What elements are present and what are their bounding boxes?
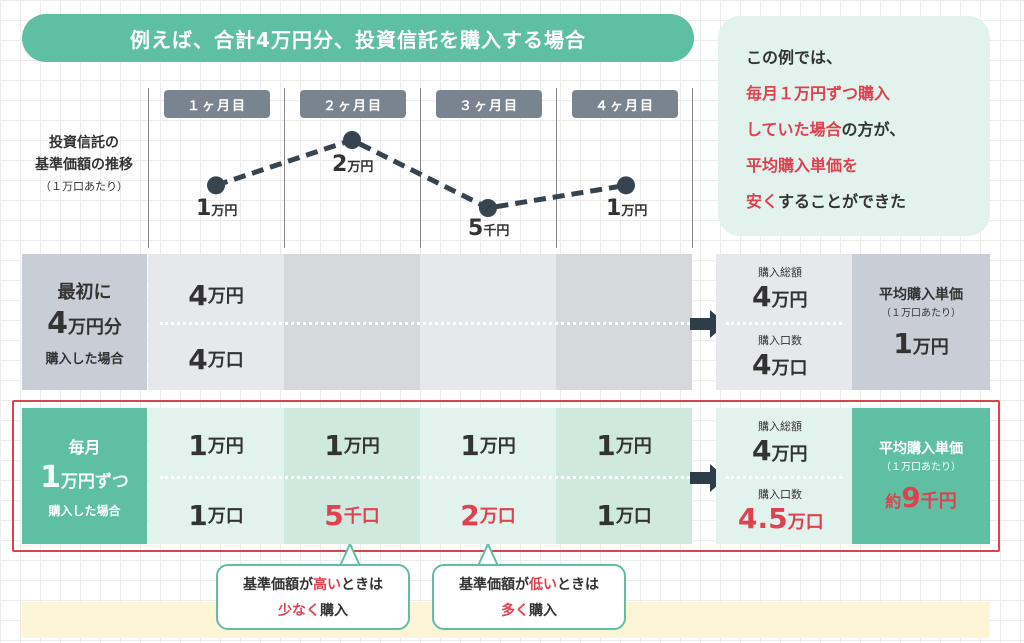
lump-sum-amount: 4 万円 — [188, 278, 244, 312]
month-label-2: ２ヶ月目 — [300, 90, 406, 118]
trend-label-line1: 投資信託の — [49, 135, 119, 151]
lump-sum-label: 最初に 4万円分 購入した場合 — [22, 254, 147, 390]
monthly-total-label: 購入総額 — [758, 420, 802, 433]
lump-sum-label-line3: 購入した場合 — [45, 351, 124, 367]
header-title: 例えば、合計4万円分、投資信託を購入する場合 — [22, 14, 694, 62]
monthly-label-unit: 万円ずつ — [60, 471, 129, 492]
callout-high: 基準価額が高いときは 少なく購入 — [216, 564, 410, 630]
row1-divider — [160, 322, 690, 325]
monthly-units-1: 1 万口 — [188, 498, 244, 532]
lump-sum-label-line1: 最初に — [57, 281, 112, 303]
monthly-label-line3: 購入した場合 — [48, 503, 121, 518]
month-label-1: １ヶ月目 — [164, 90, 270, 118]
monthly-total-value: 4万円 — [752, 434, 808, 467]
month-label-3: ３ヶ月目 — [436, 90, 542, 118]
trend-line — [215, 137, 627, 211]
monthly-units-3: 2 万口 — [460, 498, 516, 532]
monthly-avg-label: 平均購入単価 — [879, 441, 963, 457]
monthly-label: 毎月 1万円ずつ 購入した場合 — [22, 408, 147, 544]
totals-divider — [726, 322, 842, 325]
callout-low: 基準価額が低いときは 多く購入 — [432, 564, 626, 630]
summary-box: この例では、 毎月１万円ずつ購入 していた場合の方が、 平均購入単価を 安くする… — [718, 16, 990, 236]
monthly-count-value: 4.5万口 — [738, 502, 824, 535]
row2-divider — [160, 476, 690, 479]
summary-line3-rest: の方が、 — [841, 120, 906, 139]
price-label-1: 1万円 — [196, 196, 238, 221]
monthly-highlight-outline — [12, 400, 1000, 552]
monthly-label-line1: 毎月 — [68, 437, 101, 457]
summary-line4: 平均購入単価を — [746, 156, 859, 175]
trend-label: 投資信託の 基準価額の推移 （１万口あたり） — [20, 132, 148, 198]
trend-point-2 — [343, 131, 361, 149]
monthly-amount-3: 1 万円 — [460, 428, 516, 462]
monthly-amount-1: 1 万円 — [188, 428, 244, 462]
monthly-units-2: 5 千口 — [324, 498, 380, 532]
lump-sum-units: 4 万口 — [188, 342, 244, 376]
monthly-avg-sub: （１万口あたり） — [881, 462, 961, 473]
divider-line — [420, 88, 421, 248]
trend-label-line2: 基準価額の推移 — [35, 157, 133, 173]
monthly-avg-value: 約9千円 — [885, 481, 957, 514]
divider-line — [556, 88, 557, 248]
trend-point-1 — [207, 176, 225, 195]
trend-point-4 — [617, 176, 635, 195]
summary-line5-red: 安く — [746, 192, 779, 211]
lump-sum-avg-value: 1万円 — [893, 327, 949, 360]
monthly-amount-4: 1 万円 — [596, 428, 652, 462]
divider-line — [692, 88, 693, 248]
trend-label-sub: （１万口あたり） — [40, 180, 128, 193]
summary-line3-red: していた場合 — [746, 120, 842, 139]
summary-line1: この例では、 — [746, 48, 843, 67]
lump-sum-avg-sub: （１万口あたり） — [881, 308, 961, 319]
monthly-amount-2: 1 万円 — [324, 428, 380, 462]
lump-sum-total-label: 購入総額 — [758, 266, 802, 279]
trend-chart — [207, 131, 635, 217]
lump-sum-total-value: 4万円 — [752, 280, 808, 313]
lump-sum-avg-label: 平均購入単価 — [879, 287, 963, 303]
lump-sum-avg: 平均購入単価 （１万口あたり） 1万円 — [852, 254, 990, 390]
totals-divider — [726, 476, 842, 479]
price-label-2: 2万円 — [332, 152, 374, 177]
lump-sum-label-num: 4 — [47, 305, 68, 341]
monthly-count-label: 購入口数 — [758, 488, 802, 501]
summary-line5-rest: することができた — [778, 192, 907, 211]
callout-pointer — [340, 544, 360, 566]
lump-sum-label-unit: 万円分 — [67, 316, 122, 338]
monthly-label-num: 1 — [40, 459, 61, 495]
price-label-3: 5千円 — [468, 216, 510, 241]
trend-point-3 — [479, 199, 497, 217]
divider-line — [284, 88, 285, 248]
lump-sum-count-label: 購入口数 — [758, 334, 802, 347]
monthly-units-4: 1 万口 — [596, 498, 652, 532]
monthly-avg: 平均購入単価 （１万口あたり） 約9千円 — [852, 408, 990, 544]
lump-sum-count-value: 4万口 — [752, 348, 808, 381]
divider-line — [148, 88, 149, 248]
callout-pointer — [478, 544, 498, 566]
month-label-4: ４ヶ月目 — [572, 90, 678, 118]
summary-line2: 毎月１万円ずつ購入 — [746, 84, 891, 103]
price-label-4: 1万円 — [606, 196, 648, 221]
